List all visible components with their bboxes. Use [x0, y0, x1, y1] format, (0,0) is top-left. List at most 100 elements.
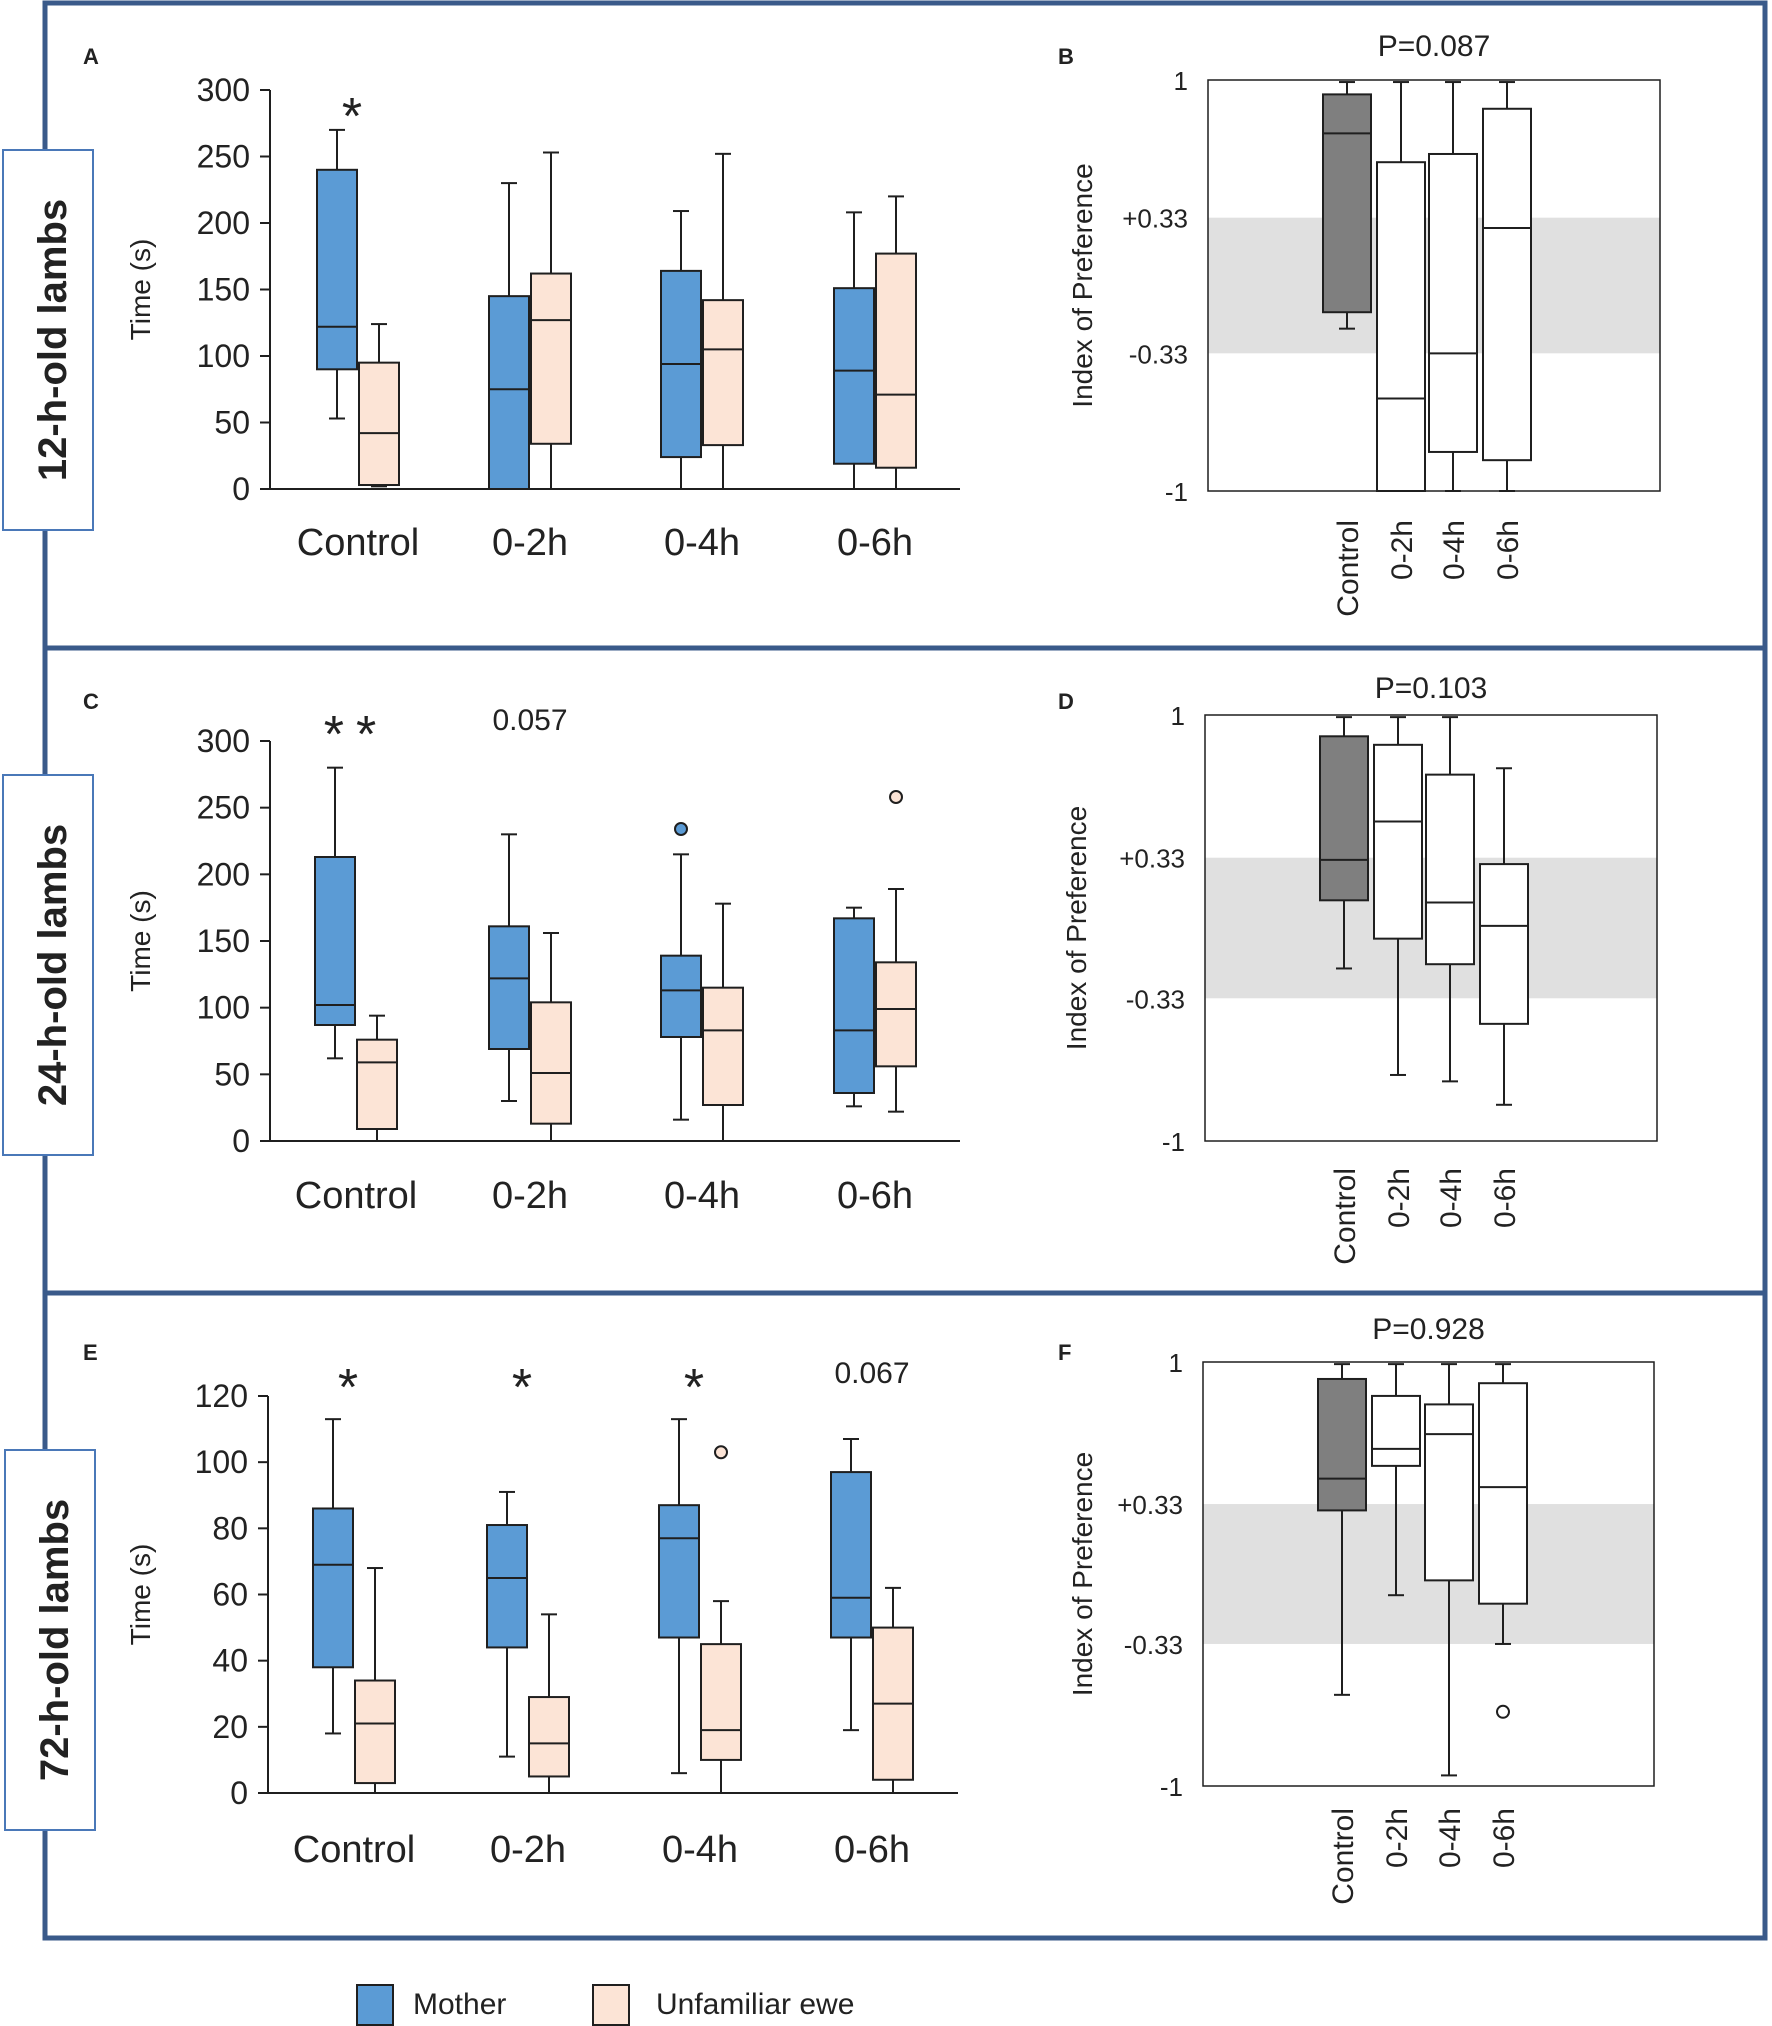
box-iqr: [488, 925, 530, 1050]
box-iqr: [658, 1504, 700, 1639]
box-treatment: [1424, 1363, 1474, 1777]
y-tick-label: 150: [197, 272, 250, 308]
box-treatment: [1425, 716, 1475, 1083]
box-unfamiliar-ewe: [530, 151, 572, 490]
y-tick-label: -1: [1160, 1772, 1183, 1802]
y-tick-label: 150: [197, 923, 250, 959]
box-iqr: [830, 1471, 872, 1639]
y-tick-label: -0.33: [1129, 339, 1188, 369]
panel-label-f: F: [1058, 1340, 1071, 1365]
outlier-point: [714, 1445, 728, 1460]
x-category-label: 0-4h: [664, 1175, 740, 1217]
y-tick-label: 250: [197, 139, 250, 175]
box-iqr: [875, 961, 917, 1068]
box-control: [1322, 81, 1372, 330]
y-tick-label: 20: [212, 1709, 248, 1745]
x-category-label: Control: [295, 1175, 418, 1217]
box-iqr: [314, 856, 356, 1026]
box-iqr: [660, 954, 702, 1039]
box-iqr: [1424, 1403, 1474, 1582]
significance-marker: *: [338, 1359, 370, 1417]
box-mother: [488, 182, 530, 490]
x-category-label: 0-4h: [1435, 1168, 1468, 1228]
panel-a: A 0 50 100 150 200 250 300 Time (s) Control * 0-2h…: [83, 44, 960, 564]
y-axis-label: Time (s): [125, 890, 156, 992]
box-iqr: [1482, 107, 1532, 462]
y-tick-label: 250: [197, 790, 250, 826]
panel-label-c: C: [83, 689, 99, 714]
box-mother: [312, 1418, 354, 1735]
x-category-label: 0-4h: [664, 522, 740, 564]
y-tick-label: 200: [197, 856, 250, 892]
box-iqr: [356, 1038, 398, 1130]
y-tick-label: 100: [195, 1444, 248, 1480]
y-tick-label: 300: [197, 72, 250, 108]
legend-label-ewe: Unfamiliar ewe: [656, 1988, 854, 2021]
significance-marker: **: [324, 706, 388, 764]
box-iqr: [1479, 863, 1529, 1025]
box-iqr: [312, 1507, 354, 1669]
y-tick-label: 100: [197, 338, 250, 374]
x-category-label: 0-2h: [1381, 1808, 1414, 1868]
box-control: [1317, 1363, 1367, 1696]
box-iqr: [528, 1696, 570, 1778]
legend-label-mother: Mother: [413, 1988, 506, 2021]
y-tick-label: 0: [232, 471, 250, 507]
legend-swatch-ewe: [592, 1984, 630, 2026]
x-category-label: 0-2h: [1383, 1168, 1416, 1228]
box-iqr: [702, 299, 744, 447]
significance-marker: *: [342, 88, 374, 146]
y-tick-label: 200: [197, 205, 250, 241]
x-category-label: 0-2h: [1386, 520, 1419, 580]
box-mother: [833, 906, 875, 1108]
box-mother: [660, 210, 702, 490]
panel-label-d: D: [1058, 689, 1074, 714]
x-category-label: 0-4h: [1434, 1808, 1467, 1868]
box-iqr: [1428, 152, 1478, 453]
panel-e: E 0 20 40 60 80 100 120 Time (s) Control * 0-2h * 0-…: [83, 1340, 958, 1871]
box-unfamiliar-ewe: [530, 932, 572, 1142]
y-tick-label: +0.33: [1119, 844, 1185, 874]
box-iqr: [702, 986, 744, 1107]
box-unfamiliar-ewe: [354, 1567, 396, 1794]
panel-label-a: A: [83, 44, 99, 69]
box-iqr: [354, 1679, 396, 1785]
y-tick-label: 0: [232, 1123, 250, 1159]
y-axis-label: Time (s): [125, 1544, 156, 1646]
row-label-24h: 24-h-old lambs: [2, 774, 94, 1156]
y-tick-label: +0.33: [1117, 1490, 1183, 1520]
legend-swatch-mother: [356, 1984, 394, 2026]
box-treatment: [1371, 1363, 1421, 1597]
y-tick-label: 1: [1169, 1348, 1183, 1378]
y-tick-label: 0: [230, 1775, 248, 1811]
y-tick-label: -1: [1162, 1127, 1185, 1157]
box-treatment: [1373, 716, 1423, 1076]
box-mother: [830, 1438, 872, 1732]
p-value-annotation: 0.057: [492, 704, 567, 737]
x-category-label: 0-6h: [834, 1829, 910, 1871]
y-tick-label: 50: [214, 405, 250, 441]
y-tick-label: -1: [1165, 477, 1188, 507]
box-iqr: [488, 295, 530, 490]
y-tick-label: 1: [1171, 701, 1185, 731]
panel-label-b: B: [1058, 44, 1074, 69]
box-iqr: [833, 287, 875, 465]
x-category-label: 0-6h: [1492, 520, 1525, 580]
row-label-72h: 72-h-old lambs: [4, 1449, 96, 1831]
y-axis-label: Index of Preference: [1067, 1452, 1098, 1696]
x-category-label: 0-4h: [662, 1829, 738, 1871]
box-iqr: [833, 917, 875, 1094]
box-mother: [314, 766, 356, 1060]
box-unfamiliar-ewe: [875, 195, 917, 490]
box-treatment: [1479, 767, 1529, 1106]
y-tick-label: +0.33: [1122, 204, 1188, 234]
x-category-label: 0-2h: [492, 522, 568, 564]
row-label-72h-text: 72-h-old lambs: [33, 1499, 77, 1781]
box-unfamiliar-ewe: [700, 1445, 742, 1794]
panel-f: F -1 -0.33 +0.33 1 Index of Preference P=0.92…: [1058, 1313, 1655, 1905]
y-axis-label: Index of Preference: [1067, 163, 1098, 407]
significance-marker: *: [684, 1359, 716, 1417]
x-category-label: 0-6h: [837, 522, 913, 564]
p-value-title: P=0.928: [1372, 1313, 1485, 1346]
y-axis-label: Time (s): [125, 239, 156, 341]
